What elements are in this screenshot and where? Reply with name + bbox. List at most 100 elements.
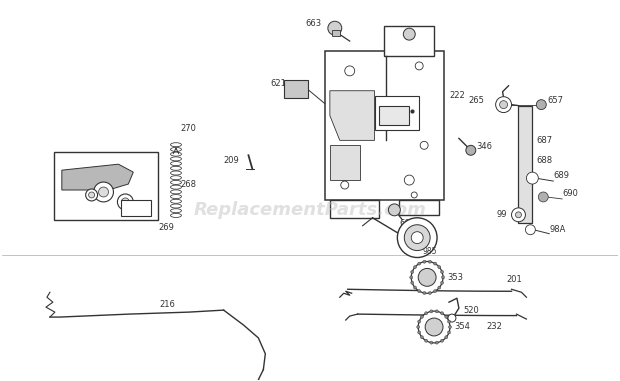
Circle shape [425, 339, 428, 342]
Circle shape [525, 225, 535, 235]
Bar [374, 96, 419, 130]
Circle shape [94, 182, 113, 202]
Text: 520: 520 [463, 306, 479, 315]
Circle shape [466, 145, 476, 155]
Ellipse shape [170, 199, 182, 203]
Text: 209: 209 [224, 156, 239, 165]
Circle shape [441, 271, 443, 274]
Ellipse shape [170, 209, 182, 213]
Text: 621: 621 [270, 79, 286, 88]
Text: 268: 268 [180, 179, 196, 189]
Ellipse shape [170, 181, 182, 184]
Circle shape [425, 312, 428, 315]
Circle shape [418, 290, 421, 293]
Circle shape [441, 281, 443, 284]
Circle shape [433, 262, 436, 265]
Circle shape [420, 336, 423, 339]
Text: 270: 270 [180, 124, 196, 133]
Text: 216: 216 [159, 300, 175, 309]
Bar [384, 26, 434, 56]
Circle shape [448, 331, 451, 334]
Circle shape [418, 331, 420, 334]
Circle shape [448, 320, 451, 323]
Circle shape [341, 181, 348, 189]
Circle shape [435, 310, 438, 313]
Ellipse shape [170, 162, 182, 166]
Text: 663: 663 [399, 219, 415, 228]
Bar [518, 106, 533, 223]
Circle shape [441, 312, 443, 315]
Circle shape [420, 315, 423, 318]
Circle shape [512, 208, 525, 222]
Circle shape [404, 28, 415, 40]
Ellipse shape [170, 166, 182, 170]
Circle shape [411, 261, 443, 293]
Text: 689: 689 [553, 171, 569, 179]
Circle shape [435, 341, 438, 344]
Text: 354: 354 [454, 322, 470, 331]
Text: 222: 222 [449, 91, 465, 100]
Circle shape [441, 339, 443, 342]
Circle shape [417, 325, 420, 328]
Polygon shape [62, 164, 133, 190]
Circle shape [448, 325, 451, 328]
Text: 346: 346 [477, 142, 493, 151]
Ellipse shape [170, 171, 182, 175]
Circle shape [418, 262, 421, 265]
Text: 690: 690 [562, 189, 578, 199]
Circle shape [433, 290, 436, 293]
Text: 265: 265 [469, 96, 485, 105]
Text: 99: 99 [497, 210, 507, 219]
Circle shape [404, 225, 430, 251]
Circle shape [411, 232, 423, 243]
Circle shape [441, 276, 445, 279]
Bar [399, 200, 439, 215]
Circle shape [425, 318, 443, 336]
Bar [122, 200, 151, 216]
Bar [325, 51, 444, 200]
Ellipse shape [170, 195, 182, 199]
Text: 201: 201 [507, 275, 522, 284]
Circle shape [410, 281, 414, 284]
Circle shape [500, 101, 508, 109]
Bar [330, 200, 379, 218]
Circle shape [415, 62, 423, 70]
Circle shape [418, 269, 436, 286]
Circle shape [445, 336, 448, 339]
Circle shape [428, 260, 432, 263]
Circle shape [526, 172, 538, 184]
Circle shape [428, 291, 432, 295]
Polygon shape [330, 91, 374, 140]
Circle shape [345, 66, 355, 76]
Circle shape [448, 314, 456, 322]
Circle shape [86, 189, 97, 201]
Text: 687: 687 [536, 136, 552, 145]
Ellipse shape [170, 185, 182, 189]
Circle shape [328, 21, 342, 35]
Bar [54, 152, 158, 220]
Circle shape [410, 276, 413, 279]
Bar [332, 30, 340, 36]
Circle shape [414, 286, 417, 289]
Circle shape [423, 291, 426, 295]
Circle shape [388, 204, 401, 216]
Circle shape [410, 271, 414, 274]
Circle shape [438, 286, 441, 289]
Text: 657: 657 [547, 96, 563, 105]
Polygon shape [330, 145, 360, 180]
Text: 232: 232 [487, 322, 503, 330]
Circle shape [411, 192, 417, 198]
FancyBboxPatch shape [284, 80, 308, 98]
Circle shape [423, 260, 426, 263]
Ellipse shape [170, 204, 182, 208]
Text: 353: 353 [447, 273, 463, 282]
Circle shape [404, 175, 414, 185]
Ellipse shape [170, 157, 182, 161]
Circle shape [420, 141, 428, 149]
Circle shape [122, 198, 130, 206]
Circle shape [117, 194, 133, 210]
Circle shape [89, 192, 95, 198]
Bar [379, 106, 409, 125]
Circle shape [445, 315, 448, 318]
Circle shape [418, 311, 450, 343]
